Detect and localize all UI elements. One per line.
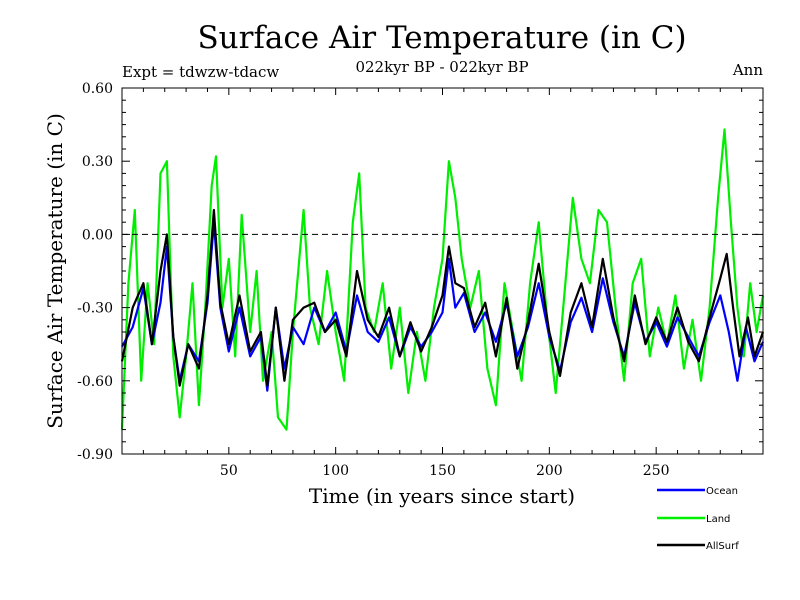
x-tick-label: 150 [429,463,456,479]
plot-area: 50 100 150 200 250 -0.90 -0.60 -0.30 0.00 0.30 0.… [77,81,765,479]
x-tick-label: 200 [536,463,563,479]
x-tick-label: 50 [220,463,238,479]
y-tick-label: -0.90 [77,447,113,463]
x-tick-label: 250 [643,463,670,479]
x-tick-label: 100 [322,463,349,479]
y-tick-label: 0.30 [82,154,113,170]
series-line-allsurf [120,208,765,387]
chart-subtitle: 022kyr BP - 022kyr BP [355,58,528,76]
experiment-label: Expt = tdwzw-tdacw [122,63,279,81]
y-tick-label: -0.60 [77,374,113,390]
y-tick-label: 0.00 [82,227,113,243]
legend-label-ocean: Ocean [706,486,738,497]
series-layer [120,128,765,431]
y-axis-title: Surface Air Temperature (in C) [43,113,67,429]
y-tick-label: -0.30 [77,301,113,317]
legend: Ocean Land AllSurf [657,486,739,552]
y-axis-ticks: -0.90 -0.60 -0.30 0.00 0.30 0.60 [77,81,763,463]
x-axis-ticks: 50 100 150 200 250 [142,88,743,479]
legend-label-land: Land [706,514,730,525]
chart-title: Surface Air Temperature (in C) [197,20,686,56]
season-label: Ann [732,61,763,79]
y-tick-label: 0.60 [82,81,113,97]
series-line-land [120,128,765,431]
x-axis-title: Time (in years since start) [309,484,575,508]
legend-label-allsurf: AllSurf [706,541,739,552]
